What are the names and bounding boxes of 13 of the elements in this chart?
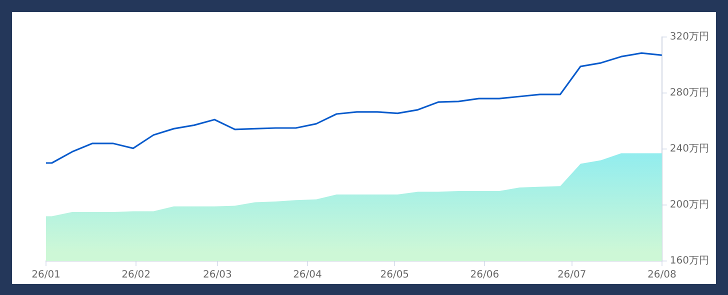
y-tick-label: 320万円 <box>670 32 710 43</box>
x-tick-label: 26/06 <box>470 270 500 281</box>
y-tick-label: 200万円 <box>670 200 710 211</box>
x-tick-label: 26/02 <box>122 270 150 281</box>
x-tick-label: 26/05 <box>380 270 410 281</box>
x-tick-label: 26/08 <box>648 270 676 281</box>
x-tick-label: 26/04 <box>293 270 322 281</box>
x-tick-label: 26/07 <box>557 270 586 281</box>
y-tick-label: 240万円 <box>670 144 710 155</box>
x-tick-label: 26/01 <box>32 270 60 281</box>
y-tick-label: 160万円 <box>670 256 710 267</box>
x-tick-label: 26/03 <box>202 270 232 281</box>
y-tick-label: 280万円 <box>670 88 710 99</box>
